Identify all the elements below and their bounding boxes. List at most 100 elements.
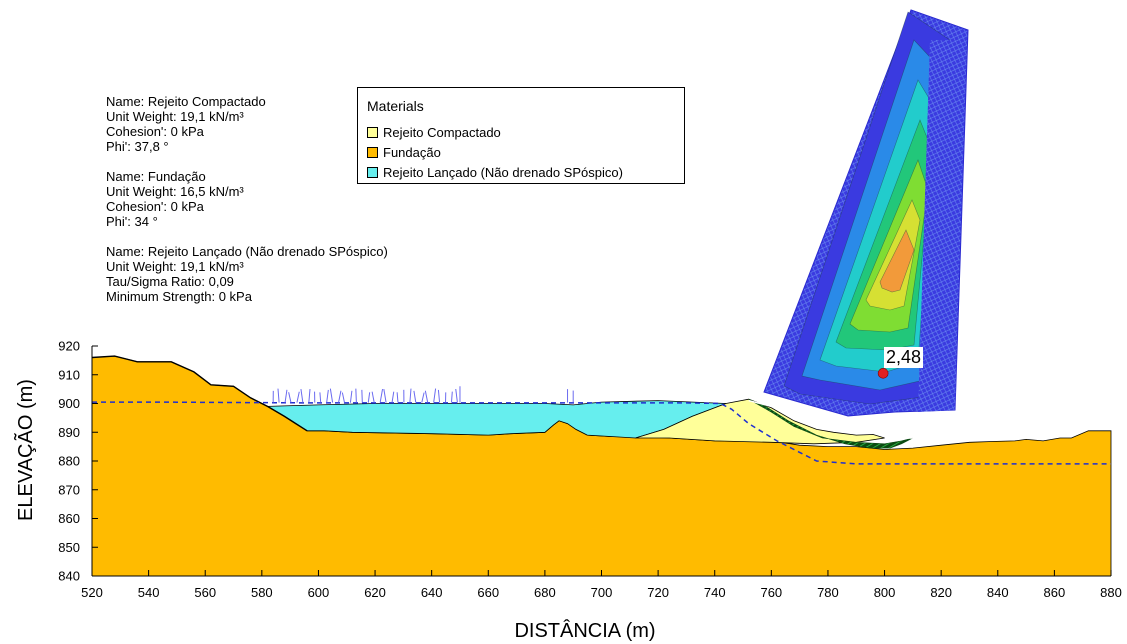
x-axis-title: DISTÂNCIA (m) — [514, 619, 655, 642]
prop-line: Cohesion': 0 kPa — [106, 124, 204, 139]
x-tick-label: 860 — [1044, 585, 1066, 600]
legend-swatch — [367, 147, 378, 158]
load-arrow — [433, 388, 437, 403]
x-tick-label: 560 — [194, 585, 216, 600]
soil-regions — [92, 355, 1112, 576]
load-arrow — [383, 389, 387, 403]
load-arrow — [424, 390, 429, 403]
prop-line: Phi': 37,8 ° — [106, 139, 169, 154]
load-arrow — [409, 388, 412, 403]
load-arrow — [308, 388, 311, 403]
load-arrow — [367, 392, 371, 403]
y-tick-label: 890 — [58, 425, 80, 440]
prop-line: Minimum Strength: 0 kPa — [106, 289, 252, 304]
load-arrow — [391, 391, 395, 403]
x-tick-label: 680 — [534, 585, 556, 600]
fos-contour-band — [879, 229, 915, 293]
x-tick-label: 520 — [81, 585, 103, 600]
legend-label: Fundação — [383, 145, 441, 160]
load-arrow — [355, 388, 357, 403]
material-block-compacted: Name: Rejeito Compactado Unit Weight: 19… — [106, 94, 388, 154]
prop-line: Name: Rejeito Lançado (Não drenado SPósp… — [106, 244, 388, 259]
y-tick-label: 850 — [58, 540, 80, 555]
prop-line: Tau/Sigma Ratio: 0,09 — [106, 274, 234, 289]
load-arrow — [413, 390, 417, 403]
x-tick-label: 820 — [930, 585, 952, 600]
load-arrow — [379, 388, 384, 403]
piezometric-line — [92, 401, 1111, 465]
critical-center-point — [877, 368, 889, 379]
load-arrow — [284, 389, 288, 403]
load-arrow — [277, 388, 280, 403]
y-tick-label: 860 — [58, 511, 80, 526]
x-tick-label: 700 — [591, 585, 613, 600]
load-arrow — [396, 392, 399, 403]
load-arrow — [349, 390, 353, 403]
load-arrow — [296, 391, 300, 403]
legend-entry: Rejeito Lançado (Não drenado SPóspico) — [367, 165, 623, 180]
x-tick-label: 720 — [647, 585, 669, 600]
legend-swatch — [367, 127, 378, 138]
y-tick-label: 900 — [58, 396, 80, 411]
critical-slip-surface — [748, 398, 914, 449]
prop-line: Cohesion': 0 kPa — [106, 199, 204, 214]
legend-title: Materials — [367, 98, 424, 114]
x-tick-label: 800 — [874, 585, 896, 600]
prop-line: Unit Weight: 19,1 kN/m³ — [106, 259, 244, 274]
fos-contour-grid — [763, 9, 969, 417]
fos-grid-right-strip — [918, 40, 965, 412]
load-arrow — [421, 392, 425, 403]
x-tick-label: 740 — [704, 585, 726, 600]
y-tick-label: 870 — [58, 482, 80, 497]
material-properties-panel: Name: Rejeito Compactado Unit Weight: 19… — [106, 94, 388, 319]
load-arrow — [455, 388, 458, 403]
water-table-group — [92, 401, 1111, 465]
load-arrow — [450, 391, 453, 403]
factor-of-safety-label: 2,48 — [884, 347, 924, 368]
x-tick-label: 580 — [251, 585, 273, 600]
x-tick-label: 660 — [477, 585, 499, 600]
fos-contour-band — [865, 199, 921, 311]
legend-entry: Rejeito Compactado — [367, 125, 501, 140]
x-tick-label: 640 — [421, 585, 443, 600]
prop-line: Unit Weight: 16,5 kN/m³ — [106, 184, 244, 199]
load-arrow — [338, 390, 342, 403]
prop-line: Name: Rejeito Compactado — [106, 94, 266, 109]
materials-legend: Materials Rejeito Compactado Fundação Re… — [357, 87, 685, 184]
prop-line: Name: Fundação — [106, 169, 206, 184]
x-tick-label: 880 — [1100, 585, 1122, 600]
x-tick-label: 620 — [364, 585, 386, 600]
load-arrow — [329, 388, 334, 403]
prop-line: Unit Weight: 19,1 kN/m³ — [106, 109, 244, 124]
y-tick-label: 910 — [58, 367, 80, 382]
x-tick-label: 600 — [308, 585, 330, 600]
load-arrow — [288, 392, 292, 403]
load-arrow — [300, 389, 304, 403]
y-axis-title: ELEVAÇÃO (m) — [13, 379, 37, 521]
x-tick-label: 540 — [138, 585, 160, 600]
x-tick-label: 760 — [760, 585, 782, 600]
ground-surface-line — [92, 355, 308, 432]
load-arrow — [319, 392, 322, 403]
slip-surface-top-line — [748, 399, 913, 439]
load-arrows-group — [272, 386, 574, 403]
x-tick-label: 840 — [987, 585, 1009, 600]
legend-swatch — [367, 167, 378, 178]
prop-line: Phi': 34 ° — [106, 214, 158, 229]
load-arrow — [341, 392, 345, 403]
legend-label: Rejeito Compactado — [383, 125, 501, 140]
y-tick-label: 840 — [58, 569, 80, 584]
x-tick-label: 780 — [817, 585, 839, 600]
foundation-region — [92, 355, 1112, 576]
load-arrow — [326, 389, 329, 403]
slip-surface-group — [748, 398, 914, 449]
material-block-deposited: Name: Rejeito Lançado (Não drenado SPósp… — [106, 244, 388, 304]
material-block-foundation: Name: Fundação Unit Weight: 16,5 kN/m³ C… — [106, 169, 388, 229]
compacted-tailings-region — [635, 398, 885, 445]
load-arrow — [371, 391, 375, 403]
y-tick-label: 920 — [58, 339, 80, 354]
axes-group: 520 540 560 580 600 620 640 660 680 700 720 740 760 7… — [13, 339, 1122, 643]
load-arrow — [437, 389, 441, 403]
legend-entry: Fundação — [367, 145, 441, 160]
